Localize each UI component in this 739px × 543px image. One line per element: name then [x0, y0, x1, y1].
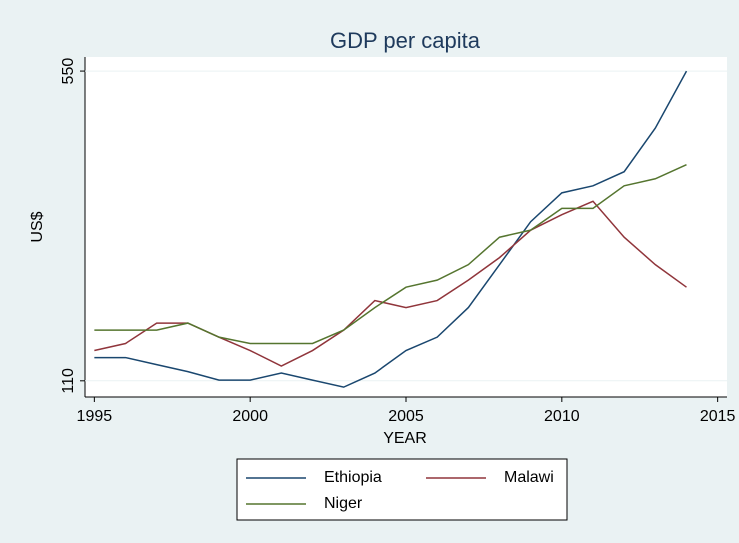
x-tick-label: 1995: [77, 408, 113, 425]
x-tick-label: 2010: [544, 408, 580, 425]
data-line: [94, 70, 688, 388]
legend-label: Malawi: [504, 469, 554, 486]
x-tick-label: 2005: [388, 408, 424, 425]
plot-area: [85, 57, 727, 397]
x-axis-label: YEAR: [383, 430, 427, 447]
x-tick-label: 2015: [700, 408, 736, 425]
data-line: [94, 164, 687, 345]
legend-label: Ethiopia: [324, 469, 382, 486]
y-axis-label: US$: [29, 211, 46, 242]
legend: [236, 458, 568, 521]
x-tick-label: 2000: [232, 408, 268, 425]
y-tick-label: 110: [60, 368, 77, 394]
chart-title: GDP per capita: [330, 28, 481, 53]
legend-label: Niger: [324, 495, 363, 512]
y-tick-label: 550: [60, 58, 77, 85]
